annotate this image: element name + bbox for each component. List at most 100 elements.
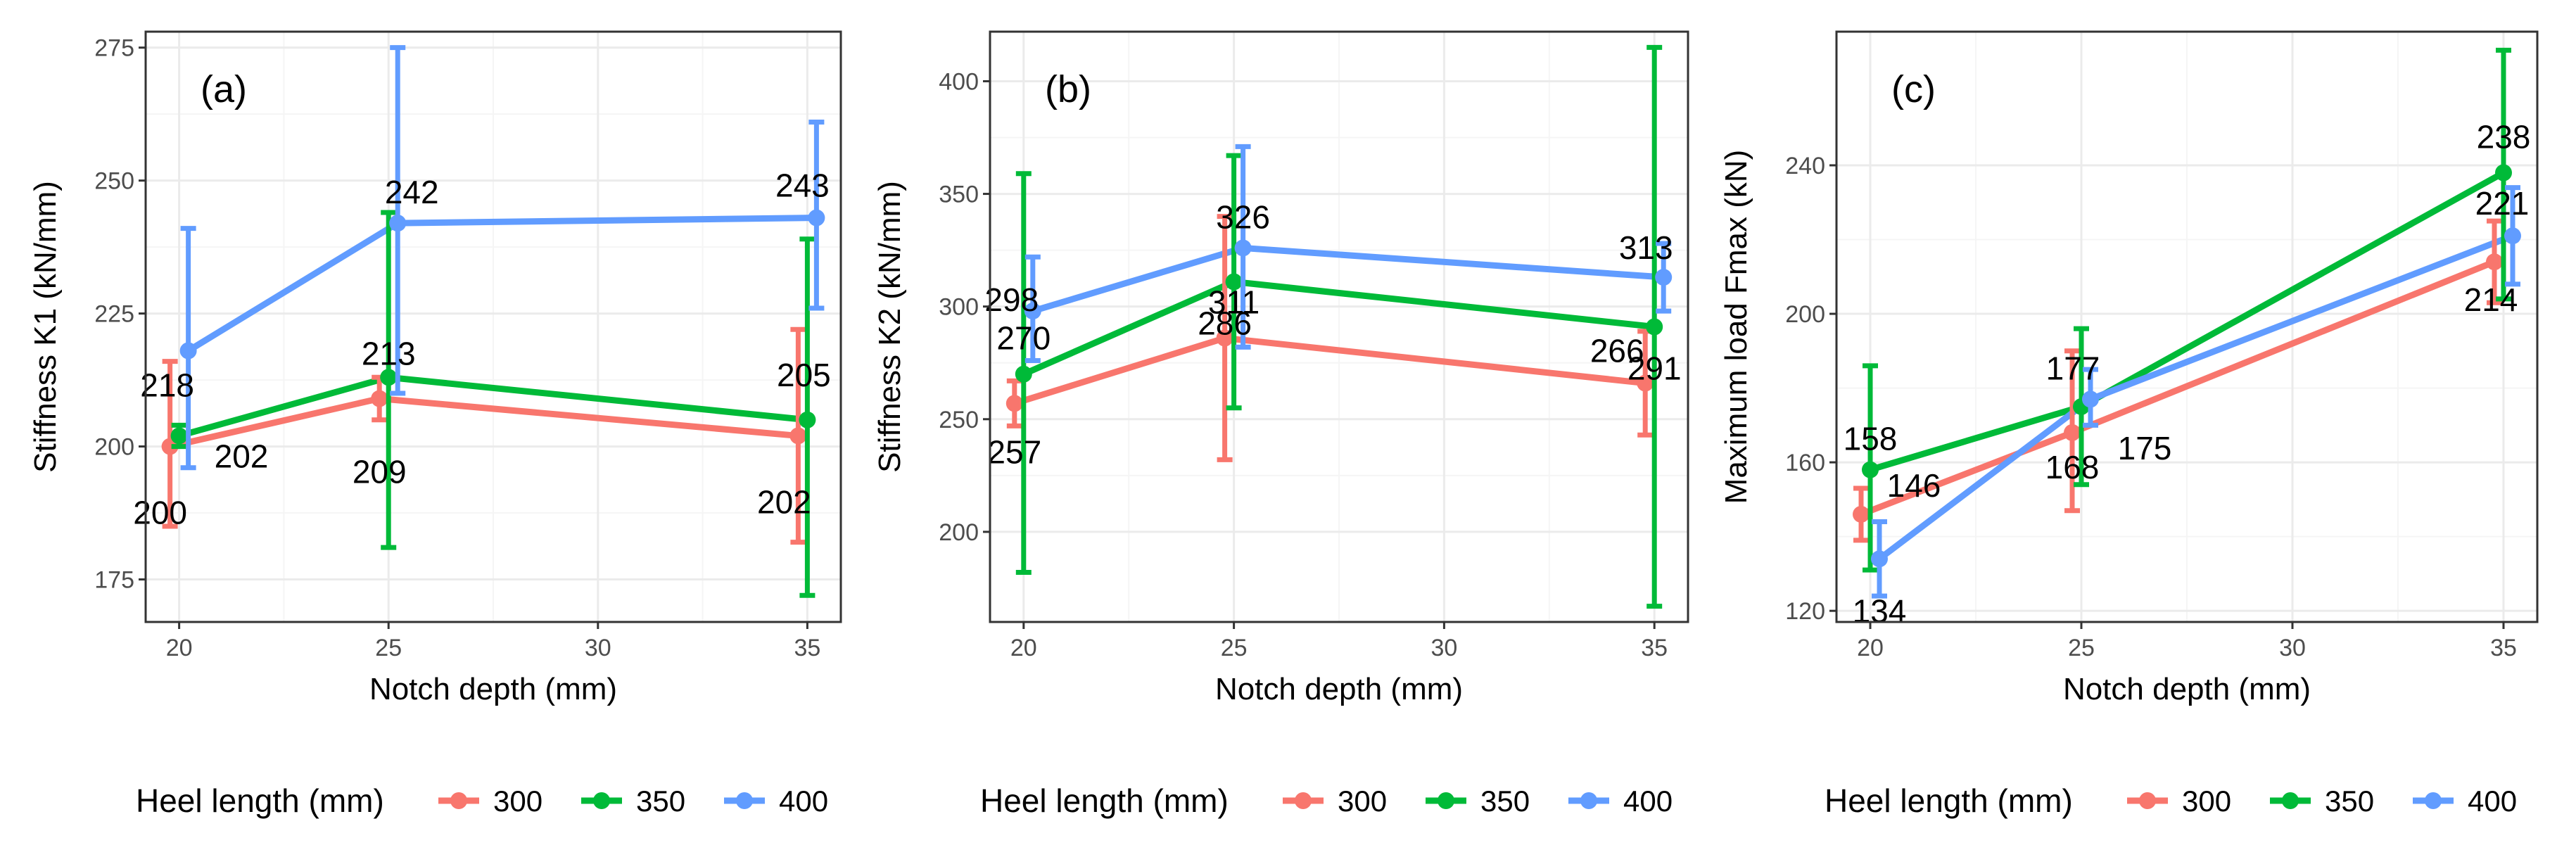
data-label-300: 266 (1590, 333, 1644, 369)
data-label-350: 213 (362, 335, 416, 371)
y-tick-label: 400 (939, 68, 979, 95)
x-tick-label: 30 (585, 635, 611, 661)
panel-b-chart: 257 286 266 270 311 291 298 326 313 20 25 30 35 200 25… (873, 30, 1689, 706)
y-tick-label: 175 (94, 567, 134, 594)
data-label-300: 202 (757, 483, 811, 520)
legend-label-400: 400 (2468, 784, 2517, 818)
x-axis-title: Notch depth (mm) (369, 672, 617, 706)
data-label-400: 313 (1619, 229, 1673, 266)
data-point-350 (1015, 365, 1032, 383)
y-tick-label: 240 (1785, 153, 1825, 179)
panel-c-chart: 146 168 214 158 175 238 134 177 221 20 25 30 35 120 16… (1719, 30, 2539, 706)
data-point-350 (1646, 318, 1663, 336)
y-axis-title: Stiffness K1 (kN/mm) (28, 181, 63, 473)
legend-label-350: 350 (1480, 784, 1530, 818)
panel-a-chart: 200 209 202 202 213 205 218 242 243 20 25 30 35 175 20… (28, 30, 842, 706)
x-tick-label: 25 (1221, 635, 1248, 661)
data-label-400: 242 (385, 174, 439, 210)
legend-key-point-300 (2139, 792, 2156, 809)
x-tick-label: 20 (166, 635, 193, 661)
data-label-350: 238 (2477, 119, 2531, 155)
legend-label-300: 300 (2182, 784, 2231, 818)
y-tick-label: 200 (1785, 301, 1825, 328)
x-tick-label: 20 (1857, 635, 1884, 661)
data-point-300 (1853, 505, 1870, 523)
data-point-400 (808, 209, 825, 227)
data-label-300: 168 (2045, 449, 2100, 485)
y-tick-label: 250 (939, 407, 979, 433)
data-label-350: 311 (1208, 284, 1260, 320)
data-point-400 (389, 215, 407, 232)
data-label-300: 146 (1887, 467, 1941, 504)
x-tick-label: 30 (1430, 635, 1457, 661)
data-point-350 (1862, 461, 1879, 478)
legend-c: Heel length (mm) 300 350 400 (1825, 782, 2517, 819)
legend-a: Heel length (mm) 300 350 400 (136, 782, 828, 819)
legend-label-300: 300 (493, 784, 543, 818)
panel-border (144, 30, 842, 623)
y-tick-label: 200 (939, 519, 979, 546)
y-axis-title: Stiffness K2 (kN/mm) (873, 181, 907, 473)
legend-key-point-400 (736, 792, 753, 809)
data-label-350: 175 (2118, 430, 2172, 466)
x-tick-label: 25 (375, 635, 402, 661)
legend-key-point-300 (450, 792, 467, 809)
x-tick-label: 25 (2068, 635, 2095, 661)
y-tick-label: 275 (94, 35, 134, 62)
data-label-300: 200 (133, 495, 187, 531)
x-tick-label: 20 (1010, 635, 1037, 661)
data-point-300 (1005, 395, 1023, 412)
x-tick-label: 30 (2279, 635, 2306, 661)
data-label-400: 177 (2046, 350, 2100, 386)
data-point-350 (170, 427, 188, 445)
data-point-350 (2495, 164, 2512, 182)
data-label-350: 202 (215, 438, 269, 474)
legend-b: Heel length (mm) 300 350 400 (980, 782, 1673, 819)
legend-label-400: 400 (779, 784, 828, 818)
data-label-300: 286 (1198, 305, 1252, 342)
x-tick-label: 35 (1641, 635, 1668, 661)
legend-key-point-350 (1438, 792, 1454, 809)
x-tick-label: 35 (2490, 635, 2517, 661)
data-point-400 (2504, 227, 2521, 245)
legend-label-350: 350 (2325, 784, 2374, 818)
panel-label: (a) (201, 68, 247, 110)
x-axis-title: Notch depth (mm) (2063, 672, 2311, 706)
legend-title: Heel length (mm) (980, 782, 1229, 819)
y-tick-label: 120 (1785, 598, 1825, 625)
legend-key-point-350 (593, 792, 610, 809)
data-label-300: 214 (2464, 281, 2518, 318)
legend-title: Heel length (mm) (136, 782, 384, 819)
data-point-350 (1225, 273, 1243, 291)
data-label-300: 257 (987, 433, 1041, 470)
data-label-400: 221 (2475, 185, 2530, 222)
legend-label-350: 350 (636, 784, 685, 818)
data-point-300 (2486, 253, 2503, 271)
legend-key-point-400 (2425, 792, 2442, 809)
y-tick-label: 160 (1785, 450, 1825, 476)
data-point-350 (380, 369, 398, 386)
y-tick-label: 200 (94, 434, 134, 461)
legend-key-point-300 (1295, 792, 1312, 809)
data-point-400 (1655, 269, 1673, 286)
data-label-350: 205 (777, 357, 831, 393)
legend-key-point-400 (1580, 792, 1597, 809)
data-point-400 (1871, 550, 1888, 568)
data-label-400: 298 (984, 281, 1039, 318)
legend-title: Heel length (mm) (1825, 782, 2073, 819)
y-tick-label: 250 (94, 168, 134, 195)
y-tick-label: 225 (94, 301, 134, 328)
data-point-400 (179, 342, 197, 360)
legend-label-300: 300 (1338, 784, 1387, 818)
panel-border (1835, 30, 2539, 623)
data-point-300 (1216, 329, 1233, 347)
data-label-350: 291 (1628, 350, 1682, 387)
data-label-300: 209 (353, 454, 407, 490)
y-tick-label: 350 (939, 182, 979, 208)
legends: Heel length (mm) 300 350 400 Heel length (mm… (136, 782, 2517, 819)
legend-label-400: 400 (1623, 784, 1673, 818)
data-point-300 (1637, 374, 1654, 392)
data-point-350 (799, 411, 816, 428)
